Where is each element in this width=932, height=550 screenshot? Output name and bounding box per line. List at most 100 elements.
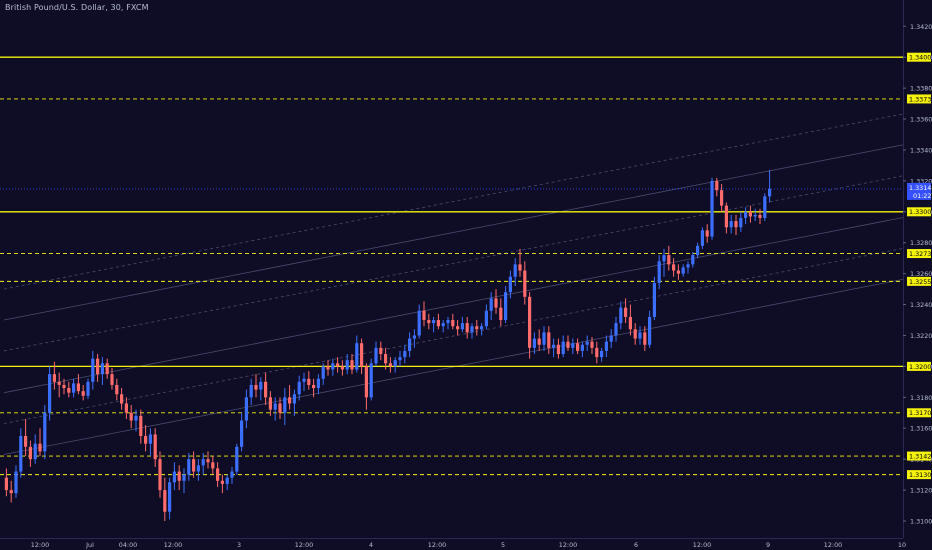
candle-body [350,360,354,370]
candle [249,378,253,406]
time-tick-label: 12:00 [295,541,313,549]
candle [753,208,757,222]
candle-body [662,255,666,262]
candle [369,358,373,401]
price-tick-label: 1.31800 [910,394,932,402]
candle-body [81,391,85,396]
candle-body [475,326,479,330]
candle [643,326,647,351]
candle-body [480,326,484,330]
candle [724,202,728,234]
candle [504,286,508,324]
candle [76,374,80,395]
candle [456,320,460,336]
candle-body [388,363,392,367]
candle [220,474,224,494]
trend-channel-line [3,217,904,394]
candle [681,264,685,277]
candle-body [753,214,757,217]
candle [206,451,210,469]
current-price-tag[interactable] [907,182,931,200]
price-tick-label: 1.33200 [910,177,932,185]
candle-body [4,477,8,491]
candle-body [336,363,340,367]
candle [38,428,42,457]
candle-body [230,471,234,478]
candle-body [43,412,47,452]
candle-body [67,388,71,393]
candle-body [19,435,23,472]
candle [86,378,90,399]
candle [254,374,258,398]
candle-body [182,474,186,481]
candle-body [513,264,517,277]
candle [264,372,268,406]
candle [230,466,234,484]
candle-body [206,459,210,463]
level-price-label: 1.33730 [909,95,932,103]
level-price-label: 1.31420 [909,452,932,460]
candle-body [139,415,143,436]
time-axis[interactable]: 12:00 Jul 04:00 12:00 3 12:00 4 12:00 5 12:00 6 12:… [31,541,906,549]
candle [144,425,148,452]
candle [297,375,301,401]
candle [624,298,628,324]
candle [57,372,61,398]
candle-body [360,343,364,367]
candle [110,367,114,390]
candle-body [542,332,546,345]
candle-body [249,384,253,398]
candle-body [600,350,604,358]
candle-body [129,412,133,421]
candle [556,338,560,359]
candle-body [628,316,632,330]
candle-body [484,310,488,327]
candle-body [316,378,320,389]
candle [33,434,37,464]
time-tick-label: 3 [237,541,241,549]
candle [652,276,656,321]
candle-body [91,358,95,382]
candle [182,468,186,494]
candle [523,261,527,305]
candle-body [283,397,287,413]
candle-body [547,332,551,348]
candle [9,480,13,503]
candle [619,301,623,330]
candle [187,452,191,481]
candle-body [768,188,772,197]
candle [576,338,580,355]
candle-body [268,397,272,410]
candle [739,211,743,232]
horizontal-levels-layer[interactable] [0,56,903,476]
candle [628,304,632,336]
candle-body [187,459,191,475]
candle-body [369,363,373,398]
candle [398,350,402,367]
candle [657,255,661,290]
candle [326,360,330,376]
candle [417,304,421,339]
candle [700,227,704,249]
price-tick-label: 1.31600 [910,425,932,433]
candle-body [192,459,196,472]
candle [537,329,541,351]
candle [508,270,512,299]
candle-body [144,435,148,444]
candle-body [384,354,388,364]
candle-body [451,320,455,327]
candle [542,326,546,351]
candle [240,412,244,452]
candle [235,443,239,475]
candle [14,465,18,498]
candle-body [446,320,450,324]
candle-body [412,335,416,339]
candle [412,329,416,348]
candle [566,335,570,351]
candle [667,245,671,271]
candle-body [595,347,599,358]
candle [705,224,709,243]
price-axis[interactable]: 1.310001.312001.314001.316001.318001.320… [903,0,932,525]
candle [451,313,455,330]
